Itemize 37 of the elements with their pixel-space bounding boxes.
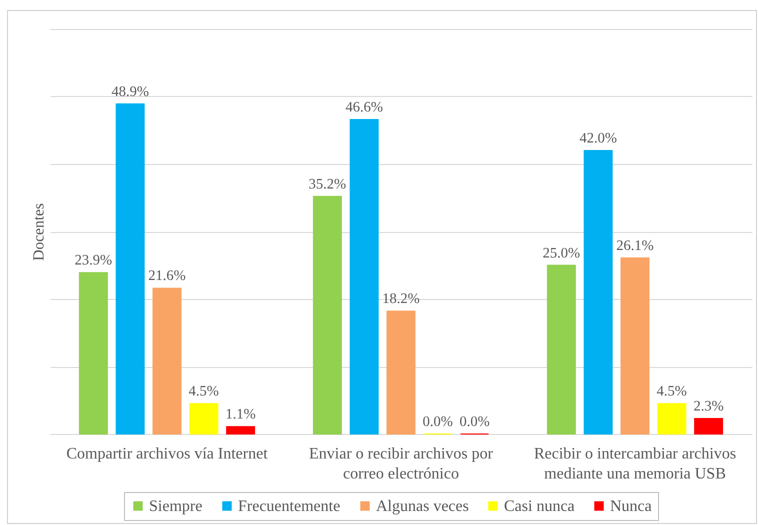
legend-label: Nunca <box>610 498 652 515</box>
bar <box>78 272 108 434</box>
data-label: 4.5% <box>656 384 687 400</box>
legend-label: Siempre <box>149 498 202 515</box>
data-label: 21.6% <box>148 268 186 284</box>
bar <box>620 257 650 434</box>
data-label: 18.2% <box>382 291 420 308</box>
data-label: 2.3% <box>693 398 724 414</box>
bar <box>116 103 145 434</box>
legend-label: Casi nunca <box>504 498 575 515</box>
x-tick-label: Enviar o recibir archivos por correo electrónico <box>309 446 494 482</box>
bar <box>350 118 379 434</box>
bar <box>694 418 724 434</box>
data-label: 35.2% <box>308 176 346 192</box>
data-label: 48.9% <box>111 84 149 100</box>
bar <box>546 264 576 434</box>
data-label: 0.0% <box>459 414 490 430</box>
bar <box>226 426 256 434</box>
x-tick-label: Recibir o intercambiar archivos mediante una memoria USB <box>534 446 736 482</box>
data-label: 23.9% <box>74 252 112 269</box>
data-label: 1.1% <box>225 406 256 423</box>
bar <box>657 403 686 434</box>
data-label: 46.6% <box>345 99 383 116</box>
data-label: 25.0% <box>542 245 580 262</box>
bar <box>189 403 218 434</box>
data-label: 4.5% <box>188 384 219 400</box>
bar <box>584 150 613 434</box>
data-label: 42.0% <box>579 130 617 146</box>
x-tick-label: Compartir archivos vía Internet <box>66 446 268 462</box>
legend-label: Algunas veces <box>376 498 469 515</box>
data-label: 26.1% <box>616 238 654 254</box>
bar <box>152 288 182 434</box>
data-label: 0.0% <box>422 414 453 430</box>
bar <box>312 196 342 434</box>
y-axis-title: Docentes <box>30 203 48 261</box>
legend-label: Frecuentemente <box>238 498 340 515</box>
bar <box>386 310 416 434</box>
